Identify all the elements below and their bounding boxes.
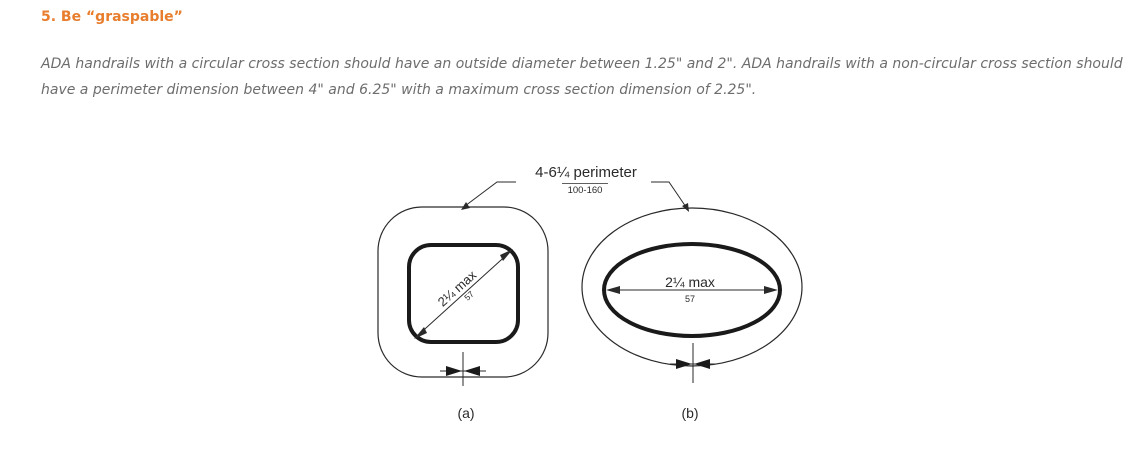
perimeter-metric: 100-160 bbox=[568, 185, 603, 196]
clearance-arrow-b-left bbox=[676, 359, 692, 369]
perimeter-label: 4-6¼ perimeter bbox=[535, 164, 637, 181]
dimension-line-a bbox=[415, 250, 512, 338]
leader-arrow-b bbox=[682, 203, 689, 212]
dimension-arrow-a-end bbox=[500, 249, 513, 261]
dim-label-b: 2¼ max bbox=[665, 274, 715, 290]
profile-a-inner bbox=[407, 243, 520, 344]
dimension-arrow-b-end bbox=[764, 286, 778, 294]
leader-arrow-a bbox=[461, 202, 470, 210]
dim-metric-b: 57 bbox=[685, 294, 695, 304]
profile-b-inner bbox=[602, 242, 782, 338]
dimension-arrow-a-start bbox=[414, 327, 427, 339]
leader-line-a bbox=[464, 181, 516, 207]
clearance-arrow-b-right bbox=[694, 359, 710, 369]
caption-b: (b) bbox=[681, 405, 698, 421]
clearance-arrow-a-right bbox=[464, 366, 480, 376]
caption-a: (a) bbox=[457, 405, 474, 421]
section-paragraph: ADA handrails with a circular cross sect… bbox=[41, 56, 1123, 98]
clearance-arrow-a-left bbox=[446, 366, 462, 376]
profile-b-outer bbox=[581, 207, 803, 367]
dimension-arrow-b-start bbox=[606, 286, 620, 294]
section-heading: 5. Be “graspable” bbox=[41, 9, 183, 25]
dim-label-a: 2¼ max bbox=[435, 267, 480, 309]
leader-line-b bbox=[651, 181, 687, 208]
